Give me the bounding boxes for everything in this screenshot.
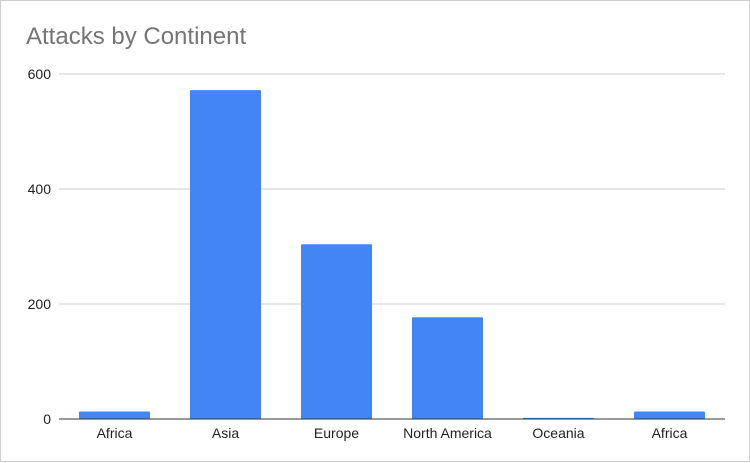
bar-africa[interactable] — [78, 411, 151, 419]
x-tick-label: Africa — [97, 425, 133, 441]
bar-asia[interactable] — [189, 90, 262, 419]
bar-north-america[interactable] — [411, 317, 484, 419]
chart-title: Attacks by Continent — [26, 23, 247, 50]
x-tick-label: Europe — [314, 425, 359, 441]
y-tick-label: 200 — [28, 296, 52, 312]
bar-europe[interactable] — [300, 244, 373, 419]
y-tick-label: 600 — [28, 66, 52, 82]
x-tick-label: North America — [403, 425, 492, 441]
bar-africa[interactable] — [633, 411, 706, 419]
y-tick-label: 0 — [43, 411, 51, 427]
y-tick-label: 400 — [28, 181, 52, 197]
x-tick-label: Asia — [212, 425, 239, 441]
x-tick-label: Africa — [652, 425, 688, 441]
x-tick-label: Oceania — [532, 425, 584, 441]
